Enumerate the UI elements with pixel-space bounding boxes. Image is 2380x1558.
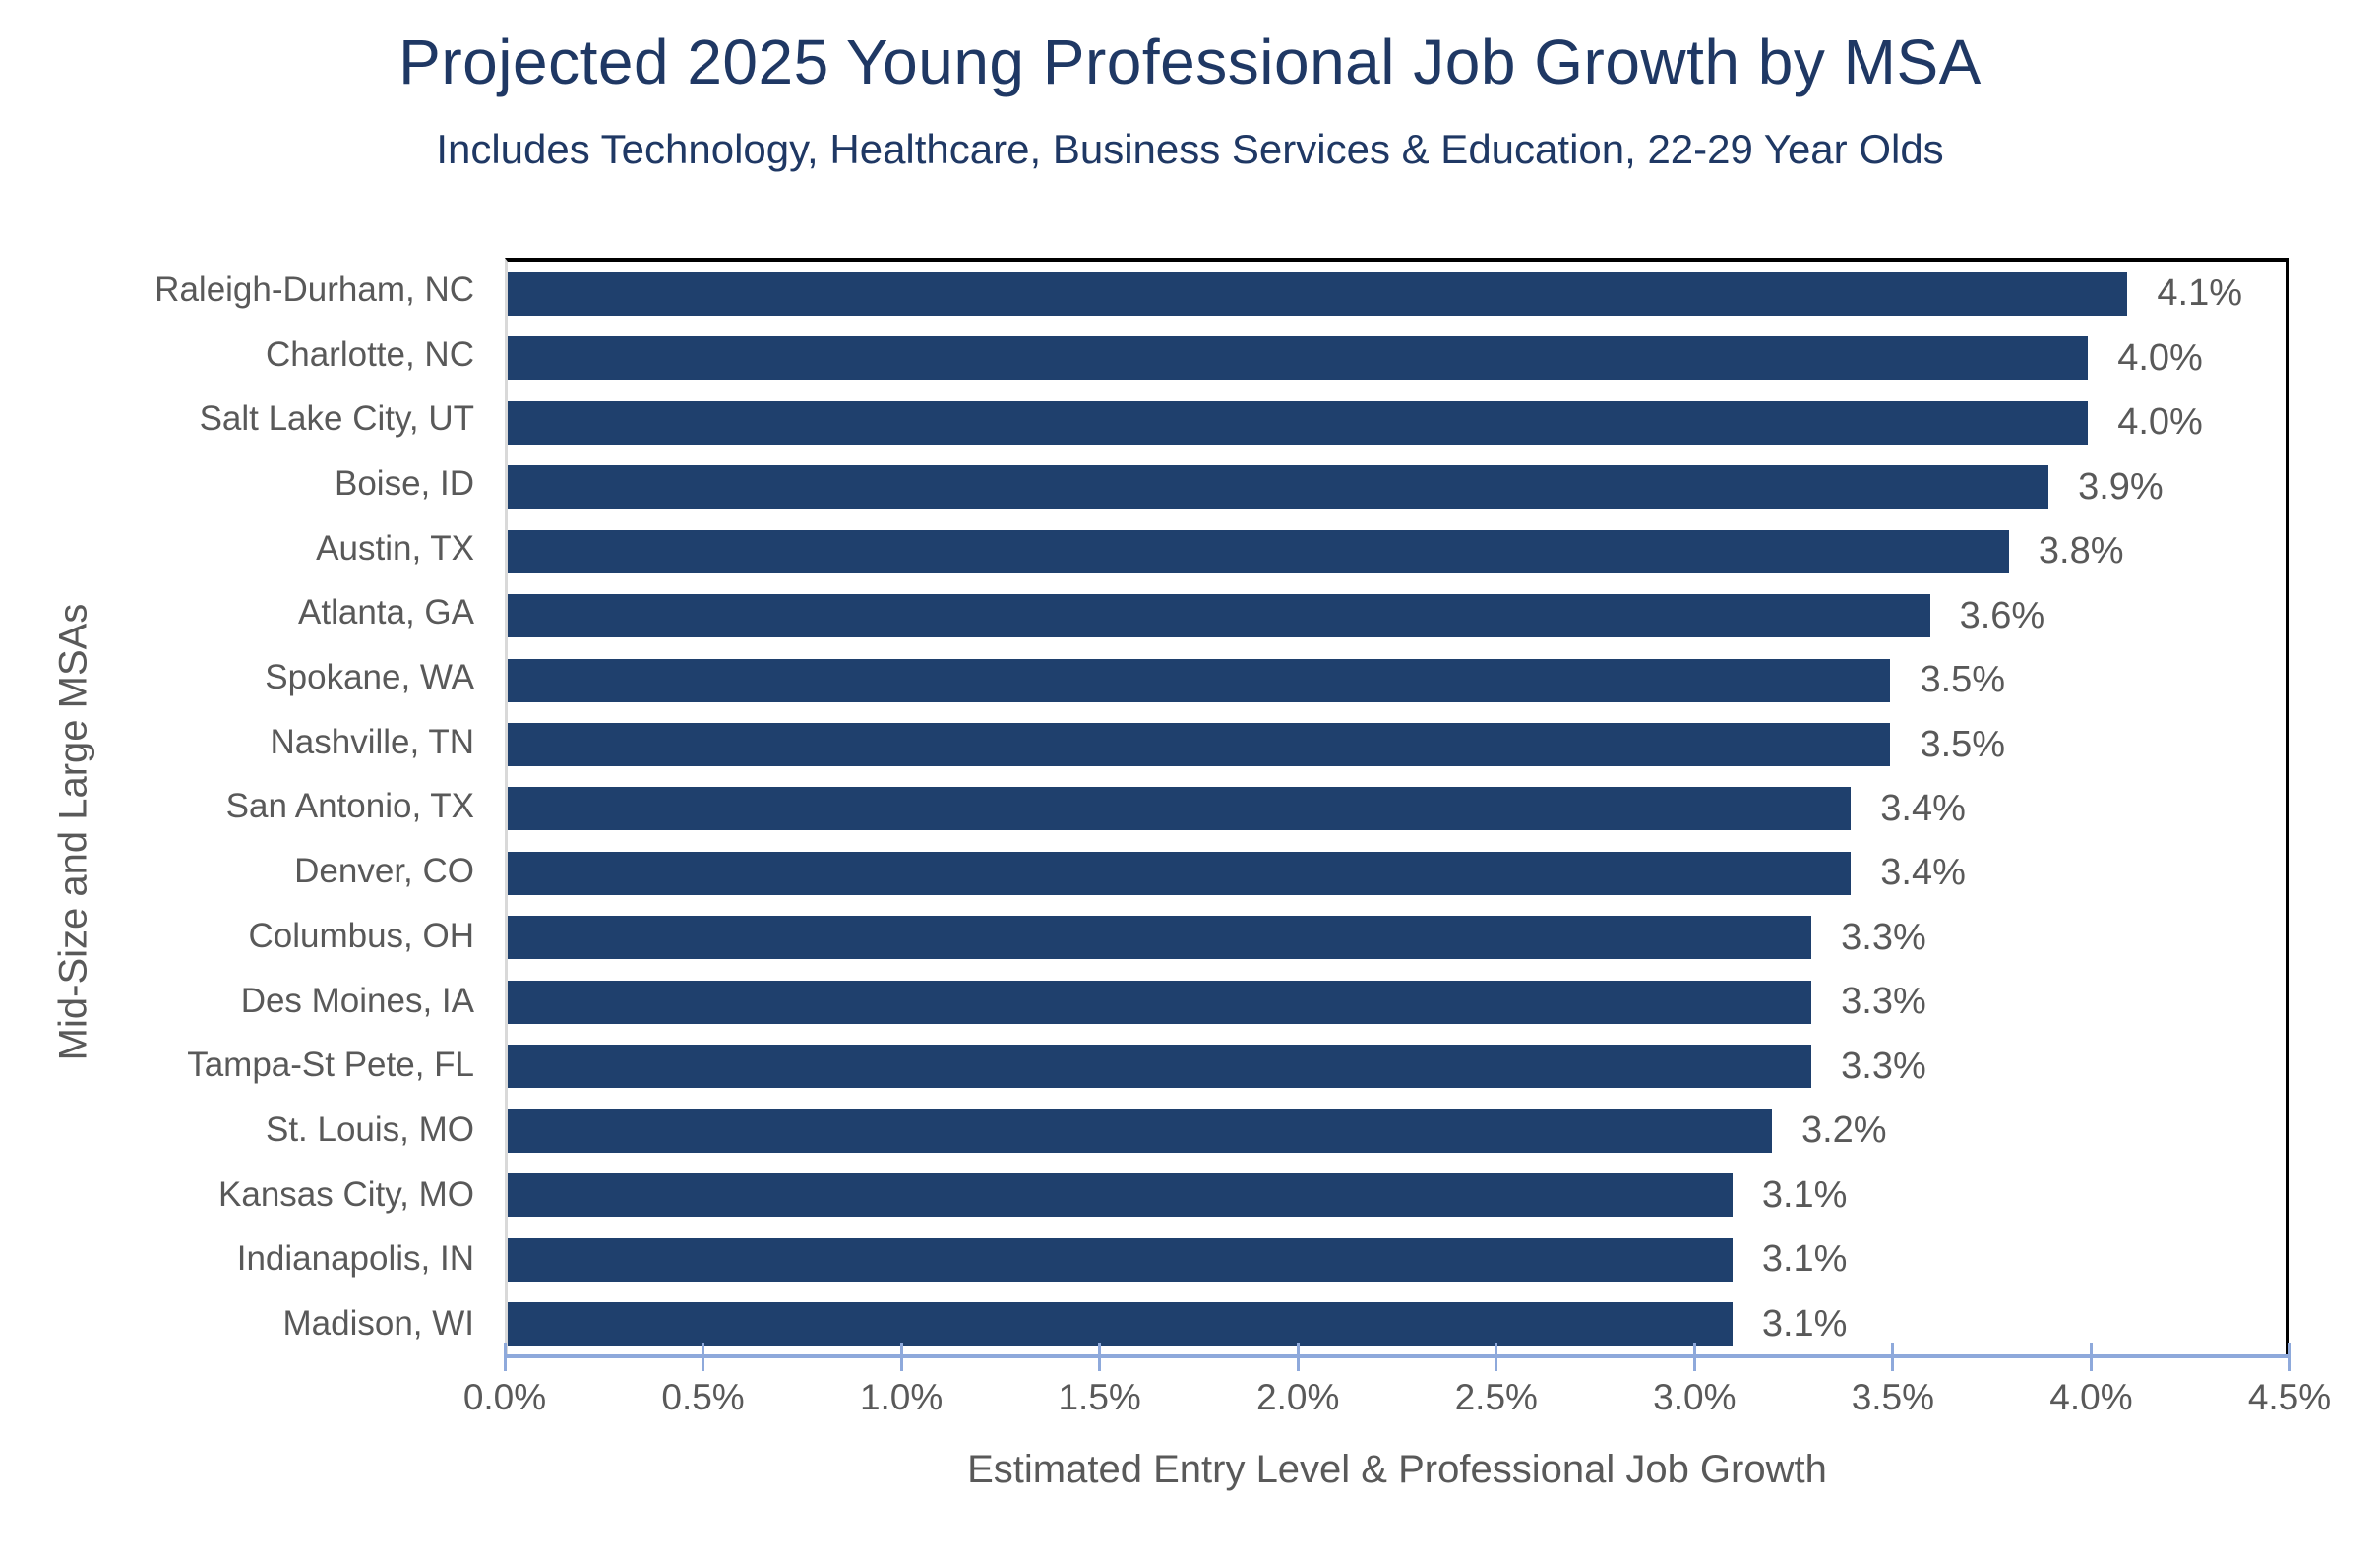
category-label: Nashville, TN [270,722,474,761]
x-tick-mark [899,1343,903,1371]
x-tick-mark [2288,1343,2291,1371]
category-label: Madison, WI [282,1304,475,1344]
bar-row: 3.9% [508,454,2286,518]
x-tick-label: 3.5% [1851,1377,1935,1417]
bar [508,271,2128,316]
bar-row: 3.5% [508,648,2286,712]
bar [508,851,1852,895]
bar-data-label: 3.6% [1959,594,2045,636]
bar-row: 3.4% [508,777,2286,841]
bar [508,1302,1733,1347]
bar-data-label: 3.4% [1880,852,1966,894]
bar-data-label: 3.8% [2038,530,2124,572]
bar-data-label: 3.5% [1920,659,2006,701]
category-label: St. Louis, MO [265,1109,474,1149]
bar [508,594,1930,638]
x-tick-label: 1.5% [1058,1377,1141,1417]
bar-data-label: 3.1% [1761,1173,1848,1216]
bar [508,465,2049,509]
plot-area: 4.1% 4.0% 4.0% 3.9% 3.8% 3.6% 3.5% 3.5% 3.4% 3.4%… [505,258,2289,1356]
category-label: Tampa-St Pete, FL [187,1046,474,1085]
x-tick-mark [503,1343,507,1371]
category-label: Boise, ID [335,463,474,503]
category-label: Austin, TX [316,528,474,568]
bar-data-label: 3.9% [2078,465,2164,508]
bar [508,723,1891,767]
bar-data-label: 3.3% [1841,1045,1926,1087]
x-tick-mark [1692,1343,1696,1371]
bar-data-label: 3.3% [1841,981,1926,1023]
bar-data-label: 3.5% [1920,723,2006,765]
bar [508,336,2089,381]
bar-row: 4.0% [508,326,2286,390]
x-tick-mark [1495,1343,1498,1371]
x-tick-mark [1891,1343,1895,1371]
bar-row: 4.0% [508,390,2286,454]
bar-data-label: 3.1% [1761,1238,1848,1281]
category-label: Salt Lake City, UT [199,399,474,439]
category-label: Raleigh-Durham, NC [154,270,474,309]
x-tick-label: 0.5% [661,1377,745,1417]
bar-row: 3.6% [508,583,2286,647]
bar-row: 3.1% [508,1228,2286,1291]
bar-row: 3.8% [508,519,2286,583]
x-tick-label: 2.0% [1256,1377,1340,1417]
bar-row: 4.1% [508,262,2286,326]
category-label: Kansas City, MO [218,1174,474,1214]
x-tick-label: 2.5% [1454,1377,1538,1417]
bar-row: 3.3% [508,970,2286,1034]
bar [508,980,1812,1024]
x-tick-mark [1098,1343,1102,1371]
category-label: Denver, CO [294,852,474,891]
bar [508,1237,1733,1282]
bar-row: 3.1% [508,1164,2286,1228]
bar-data-label: 3.4% [1880,787,1966,829]
bar [508,400,2089,445]
bar-data-label: 4.1% [2157,272,2242,315]
bar [508,529,2009,573]
bar-row: 3.4% [508,841,2286,905]
bar-data-label: 3.2% [1800,1109,1887,1152]
category-label: Atlanta, GA [298,593,474,632]
bar-row: 3.5% [508,712,2286,776]
bar [508,1045,1812,1089]
x-tick-mark [1296,1343,1300,1371]
bar [508,1173,1733,1218]
x-tick-mark [2089,1343,2093,1371]
x-tick-label: 4.5% [2247,1377,2332,1417]
x-tick-label: 3.0% [1653,1377,1737,1417]
bar-data-label: 3.3% [1841,916,1926,958]
bar-series: 4.1% 4.0% 4.0% 3.9% 3.8% 3.6% 3.5% 3.5% 3.4% 3.4%… [508,262,2286,1356]
bar [508,658,1891,702]
x-tick-label: 1.0% [859,1377,944,1417]
category-axis-labels: Raleigh-Durham, NC Charlotte, NC Salt Lake… [0,258,474,1356]
bar-data-label: 3.1% [1761,1302,1848,1345]
bar [508,787,1852,831]
bar [508,916,1812,960]
category-label: Columbus, OH [248,916,474,955]
category-label: Spokane, WA [265,658,474,697]
x-axis-title: Estimated Entry Level & Professional Job… [967,1448,1827,1491]
bar-row: 3.1% [508,1292,2286,1356]
bar-data-label: 4.0% [2117,336,2203,379]
bar [508,1109,1772,1153]
bar-row: 3.3% [508,906,2286,970]
chart-title: Projected 2025 Young Professional Job Gr… [398,27,1982,97]
category-label: Des Moines, IA [240,981,474,1020]
category-label: Indianapolis, IN [236,1239,474,1279]
bar-data-label: 4.0% [2117,401,2203,444]
x-tick-label: 4.0% [2049,1377,2133,1417]
bar-row: 3.2% [508,1099,2286,1163]
category-label: San Antonio, TX [225,787,474,826]
category-label: Charlotte, NC [265,334,474,374]
x-tick-mark [702,1343,705,1371]
x-tick-label: 0.0% [462,1377,547,1417]
x-axis-line [505,1354,2289,1358]
chart-subtitle: Includes Technology, Healthcare, Busines… [436,126,1944,172]
bar-row: 3.3% [508,1035,2286,1099]
